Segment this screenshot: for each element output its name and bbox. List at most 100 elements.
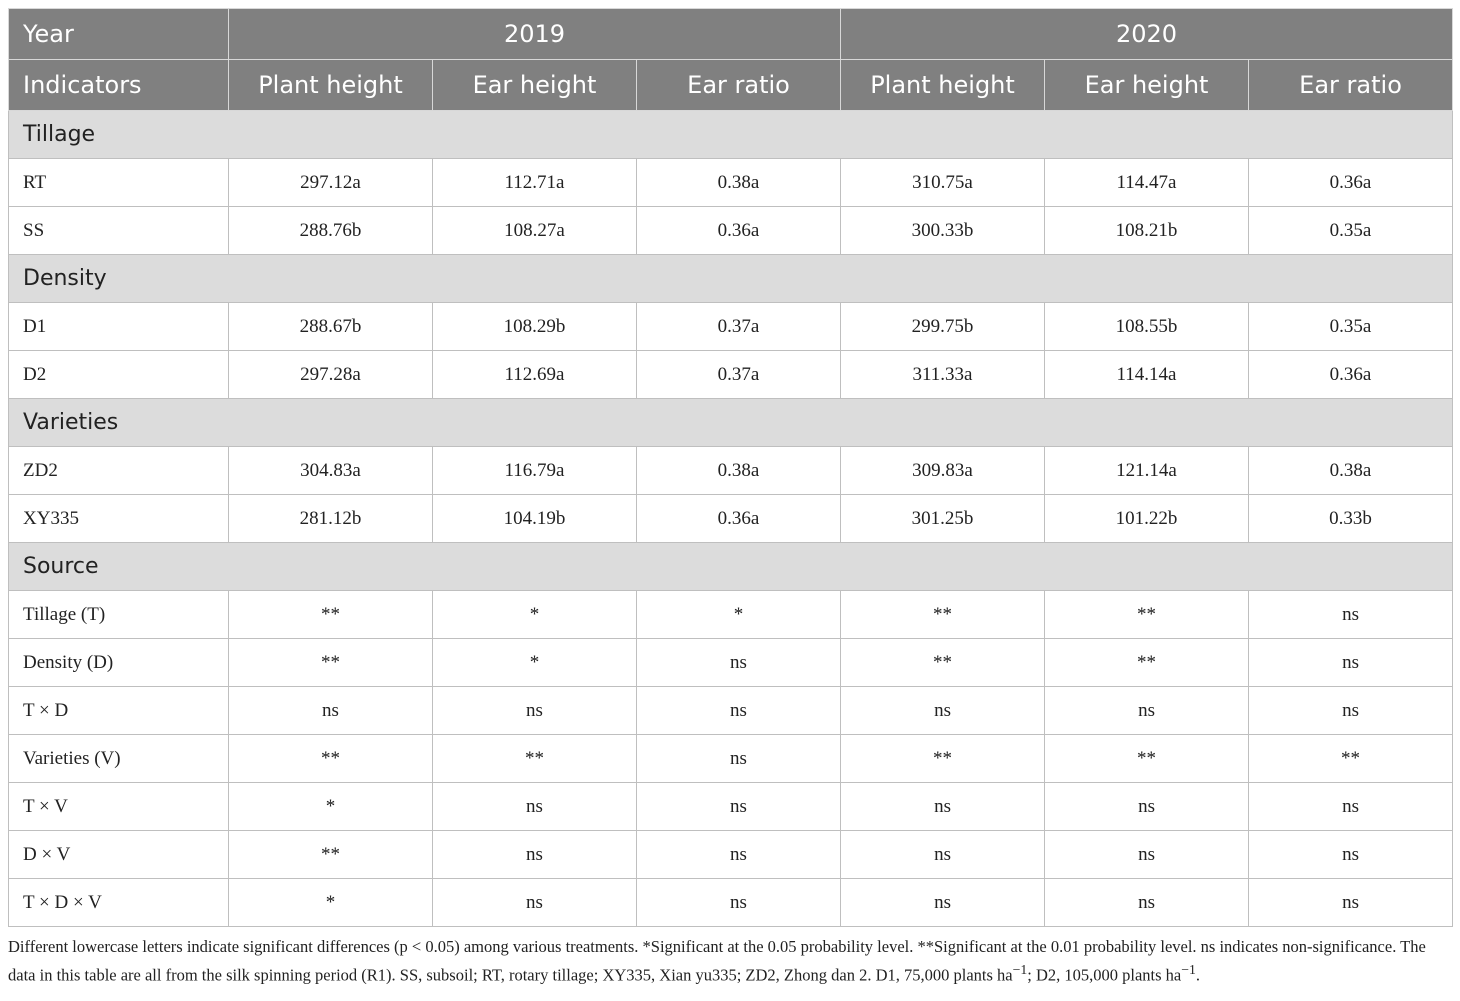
section-row: Tillage [7, 110, 1454, 159]
table-cell: 0.38a [635, 158, 842, 207]
table-cell: ** [228, 638, 433, 687]
table-cell: 0.36a [635, 206, 842, 255]
table-cell: 0.38a [1248, 446, 1454, 495]
section-title: Varieties [7, 398, 1454, 447]
table-cell: 108.29b [432, 302, 637, 351]
data-table: Year 2019 2020 Indicators Plant height E… [7, 8, 1454, 927]
row-label: Tillage (T) [8, 590, 229, 639]
table-cell: ** [228, 590, 433, 639]
table-cell: ns [1044, 830, 1250, 879]
table-cell: ns [840, 686, 1046, 735]
table-cell: 300.33b [840, 206, 1046, 255]
footnote-text-mid: ; D2, 105,000 plants ha [1027, 965, 1182, 985]
table-row: D2 297.28a 112.69a 0.37a 311.33a 114.14a 0.36a [8, 350, 1454, 399]
column-header: Plant height [840, 59, 1046, 111]
table-cell: 108.21b [1044, 206, 1250, 255]
table-footnote: Different lowercase letters indicate sig… [8, 935, 1452, 987]
table-cell: ns [1248, 686, 1454, 735]
table-row: Tillage (T) ** * * ** ** ns [8, 590, 1454, 639]
table-cell: 311.33a [840, 350, 1046, 399]
indicators-header-row: Indicators Plant height Ear height Ear r… [8, 59, 1454, 111]
table-row: T × D × V * ns ns ns ns ns [8, 878, 1454, 927]
table-cell: 108.27a [432, 206, 637, 255]
table-cell: 304.83a [228, 446, 433, 495]
table-cell: 0.37a [635, 302, 842, 351]
table-cell: ns [840, 878, 1046, 927]
table-cell: 101.22b [1044, 494, 1250, 543]
table-row: D × V ** ns ns ns ns ns [8, 830, 1454, 879]
indicators-label: Indicators [8, 59, 229, 111]
table-cell: 0.38a [635, 446, 842, 495]
table-cell: 281.12b [228, 494, 433, 543]
column-header: Plant height [228, 59, 433, 111]
table-cell: ** [840, 590, 1046, 639]
table-cell: 297.12a [228, 158, 433, 207]
table-cell: ** [840, 638, 1046, 687]
table-cell: * [228, 782, 433, 831]
column-header: Ear height [1044, 59, 1250, 111]
table-cell: ** [1248, 734, 1454, 783]
table-cell: ns [635, 782, 842, 831]
table-cell: 0.35a [1248, 206, 1454, 255]
table-cell: * [432, 638, 637, 687]
table-cell: ** [1044, 734, 1250, 783]
section-title: Source [7, 542, 1454, 591]
row-label: XY335 [8, 494, 229, 543]
table-cell: ** [1044, 590, 1250, 639]
section-title: Density [7, 254, 1454, 303]
table-cell: ** [228, 734, 433, 783]
table-cell: 108.55b [1044, 302, 1250, 351]
table-cell: ns [840, 830, 1046, 879]
table-cell: * [635, 590, 842, 639]
table-cell: ns [432, 878, 637, 927]
table-cell: 301.25b [840, 494, 1046, 543]
table-cell: 112.69a [432, 350, 637, 399]
table-cell: * [432, 590, 637, 639]
table-cell: ns [1248, 878, 1454, 927]
table-cell: ns [840, 782, 1046, 831]
table-cell: ** [432, 734, 637, 783]
table-row: T × V * ns ns ns ns ns [8, 782, 1454, 831]
column-header: Ear ratio [1248, 59, 1454, 111]
table-cell: ** [1044, 638, 1250, 687]
table-container: Year 2019 2020 Indicators Plant height E… [7, 8, 1454, 987]
table-cell: 288.76b [228, 206, 433, 255]
table-cell: ns [432, 782, 637, 831]
footnote-superscript: −1 [1012, 962, 1028, 977]
table-row: Density (D) ** * ns ** ** ns [8, 638, 1454, 687]
table-cell: ns [1044, 782, 1250, 831]
table-row: D1 288.67b 108.29b 0.37a 299.75b 108.55b 0.35a [8, 302, 1454, 351]
row-label: T × D [8, 686, 229, 735]
table-cell: 0.36a [1248, 158, 1454, 207]
year-2019-header: 2019 [227, 8, 842, 60]
table-header: Year 2019 2020 Indicators Plant height E… [8, 8, 1454, 111]
row-label: D1 [8, 302, 229, 351]
table-row: ZD2 304.83a 116.79a 0.38a 309.83a 121.14a 0.38… [8, 446, 1454, 495]
table-cell: ns [1044, 878, 1250, 927]
table-cell: 309.83a [840, 446, 1046, 495]
table-cell: ns [635, 878, 842, 927]
section-row: Density [7, 254, 1454, 303]
table-cell: 0.35a [1248, 302, 1454, 351]
table-cell: 310.75a [840, 158, 1046, 207]
table-cell: ns [1248, 830, 1454, 879]
column-header: Ear ratio [635, 59, 842, 111]
row-label: ZD2 [8, 446, 229, 495]
table-cell: 114.47a [1044, 158, 1250, 207]
table-cell: ns [1248, 590, 1454, 639]
table-cell: 0.37a [635, 350, 842, 399]
year-label: Year [8, 8, 229, 60]
table-row: Varieties (V) ** ** ns ** ** ** [8, 734, 1454, 783]
table-cell: ns [1248, 782, 1454, 831]
table-cell: 288.67b [228, 302, 433, 351]
table-row: SS 288.76b 108.27a 0.36a 300.33b 108.21b 0.35a [8, 206, 1454, 255]
table-cell: 112.71a [432, 158, 637, 207]
table-cell: 114.14a [1044, 350, 1250, 399]
table-cell: 0.36a [635, 494, 842, 543]
row-label: RT [8, 158, 229, 207]
footnote-text-end: . [1195, 965, 1201, 985]
row-label: SS [8, 206, 229, 255]
table-cell: 116.79a [432, 446, 637, 495]
footnote-text: Different lowercase letters indicate sig… [8, 937, 1426, 985]
